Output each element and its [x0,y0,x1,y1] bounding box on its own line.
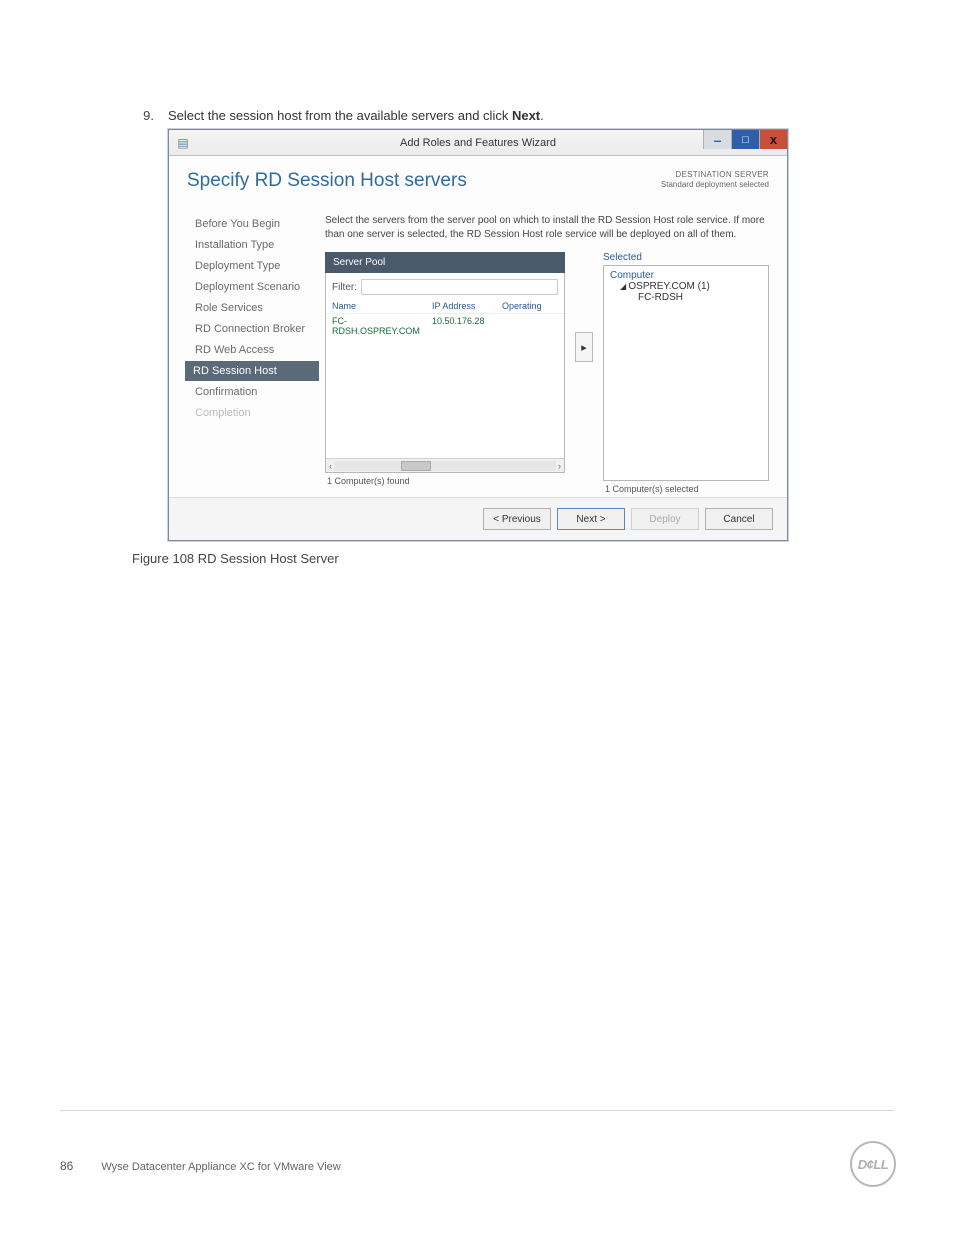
step-text: Select the session host from the availab… [168,108,544,123]
server-pool-panel: Server Pool Filter: Name IP Address Oper… [325,252,565,489]
minimize-button[interactable]: – [703,130,731,149]
cancel-button[interactable]: Cancel [705,508,773,530]
wizard-nav: Before You Begin Installation Type Deplo… [169,206,319,497]
deploy-button: Deploy [631,508,699,530]
nav-role-services[interactable]: Role Services [189,298,319,318]
selected-box: Computer OSPREY.COM (1) FC-RDSH [603,265,769,481]
window-title: Add Roles and Features Wizard [169,137,787,149]
tree-item[interactable]: FC-RDSH [610,292,762,303]
computers-found: 1 Computer(s) found [325,473,565,489]
footer-divider [60,1110,894,1111]
wizard-body: Specify RD Session Host servers DESTINAT… [169,156,787,540]
computers-selected: 1 Computer(s) selected [603,481,769,497]
wizard-window: ▤ Add Roles and Features Wizard – □ x Sp… [168,129,788,541]
description: Select the servers from the server pool … [325,214,769,242]
server-pool-box: Filter: Name IP Address Operating FC-RDS… [325,273,565,473]
add-arrow-button[interactable]: ▸ [575,332,593,362]
nav-installation-type[interactable]: Installation Type [189,235,319,255]
pool-list-header: Name IP Address Operating [326,299,564,314]
maximize-button[interactable]: □ [731,130,759,149]
nav-rd-connection-broker[interactable]: RD Connection Broker [189,319,319,339]
server-pool-header: Server Pool [325,252,565,273]
scroll-left-icon[interactable]: ‹ [329,461,332,471]
nav-confirmation[interactable]: Confirmation [189,382,319,402]
nav-rd-session-host[interactable]: RD Session Host [185,361,319,381]
step-instruction: 9. Select the session host from the avai… [140,108,820,123]
previous-button[interactable]: < Previous [483,508,551,530]
window-controls: – □ x [703,130,787,149]
selected-panel: Selected Computer OSPREY.COM (1) FC-RDSH… [603,252,769,497]
scroll-right-icon[interactable]: › [558,461,561,471]
nav-rd-web-access[interactable]: RD Web Access [189,340,319,360]
destination-info: DESTINATION SERVER Standard deployment s… [661,170,769,192]
nav-before-you-begin[interactable]: Before You Begin [189,214,319,234]
dell-logo-icon: D¢LL [850,1141,896,1187]
page-footer: 86 Wyse Datacenter Appliance XC for VMwa… [60,1159,341,1173]
nav-completion: Completion [189,403,319,423]
next-button[interactable]: Next > [557,508,625,530]
step-number: 9. [140,108,154,123]
nav-deployment-scenario[interactable]: Deployment Scenario [189,277,319,297]
tree-root: Computer [610,270,762,281]
horizontal-scrollbar[interactable]: ‹ › [326,458,564,472]
wizard-content: Select the servers from the server pool … [319,206,787,497]
figure-caption: Figure 108 RD Session Host Server [132,551,820,566]
footer-doc-title: Wyse Datacenter Appliance XC for VMware … [101,1161,340,1173]
page-title: Specify RD Session Host servers [187,170,467,192]
page-number: 86 [60,1159,73,1173]
scroll-track[interactable] [334,461,556,471]
filter-input[interactable] [361,279,558,295]
pool-list-row[interactable]: FC-RDSH.OSPREY.COM 10.50.176.28 [326,314,564,338]
close-button[interactable]: x [759,130,787,149]
nav-deployment-type[interactable]: Deployment Type [189,256,319,276]
tree-group[interactable]: OSPREY.COM (1) [610,281,762,292]
selected-label: Selected [603,252,769,263]
filter-label: Filter: [332,282,357,293]
scroll-thumb[interactable] [401,461,431,471]
wizard-buttons: < Previous Next > Deploy Cancel [169,497,787,540]
titlebar[interactable]: ▤ Add Roles and Features Wizard – □ x [169,130,787,156]
